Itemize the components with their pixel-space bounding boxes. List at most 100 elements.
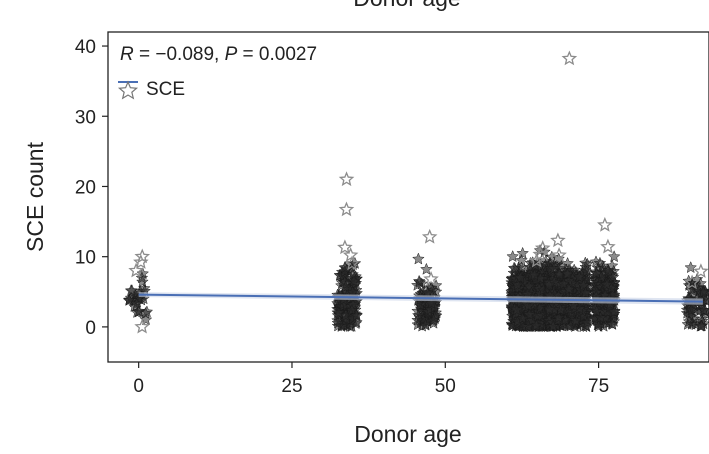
data-point	[345, 303, 359, 316]
data-point	[579, 286, 592, 299]
r-value: = −0.089,	[134, 44, 225, 65]
data-point	[542, 278, 556, 291]
data-point	[606, 317, 619, 330]
data-point	[339, 280, 352, 293]
outlier-point	[133, 254, 149, 269]
data-point	[411, 318, 425, 331]
data-point	[561, 256, 574, 269]
age-group-91	[680, 261, 709, 332]
data-point	[338, 264, 352, 277]
data-point	[412, 252, 425, 265]
data-point	[516, 246, 529, 259]
data-point	[511, 278, 524, 291]
data-point	[350, 309, 363, 322]
data-point	[528, 268, 541, 281]
x-tick-label: 75	[588, 376, 609, 397]
y-tick-label: 10	[75, 248, 96, 269]
data-point	[411, 313, 424, 326]
outlier-point	[550, 232, 566, 248]
data-point	[600, 278, 614, 291]
data-point	[545, 250, 559, 263]
outlier-point	[421, 228, 438, 244]
age-group-76	[588, 216, 621, 332]
data-point	[578, 256, 592, 269]
data-point	[412, 274, 426, 287]
x-tick-label: 25	[281, 376, 302, 397]
y-tick-label: 40	[75, 37, 96, 58]
points-layer	[122, 50, 709, 334]
data-point	[552, 311, 566, 324]
legend: SCE	[117, 79, 185, 100]
data-point	[420, 262, 433, 275]
data-point	[695, 319, 708, 332]
data-point	[697, 303, 709, 316]
data-point	[522, 299, 535, 312]
data-point	[546, 320, 560, 333]
data-point	[580, 316, 594, 329]
y-axis-title: SCE count	[22, 141, 48, 252]
outlier-point	[338, 201, 355, 217]
data-point	[557, 277, 570, 290]
data-point	[592, 319, 605, 332]
trend-line	[138, 293, 703, 303]
outlier-point	[561, 50, 578, 66]
age-group-0	[122, 248, 154, 334]
outlier-point	[344, 255, 360, 271]
data-point	[506, 250, 520, 263]
outlier-point	[423, 270, 439, 286]
data-point	[425, 296, 438, 309]
x-tick-label: 0	[133, 376, 144, 397]
y-axis: 0 10 20 30 40	[75, 37, 108, 339]
data-point	[589, 266, 603, 279]
outlier-point	[534, 240, 551, 255]
age-group-47	[411, 228, 443, 332]
x-axis: 0 25 50 75	[133, 362, 609, 397]
outlier-point	[342, 247, 359, 262]
data-point	[580, 265, 593, 278]
data-point	[331, 316, 345, 329]
y-tick-label: 0	[85, 318, 96, 339]
outlier-point	[134, 318, 150, 334]
data-point	[607, 250, 621, 263]
data-point	[684, 261, 698, 274]
data-point	[513, 271, 527, 284]
data-point	[332, 306, 346, 319]
data-point	[577, 279, 590, 292]
x-axis-title: Donor age	[354, 421, 461, 447]
outlier-point	[693, 263, 709, 279]
data-point	[347, 274, 361, 287]
data-point	[543, 302, 556, 315]
outlier-point	[597, 216, 613, 232]
outlier-point	[337, 239, 353, 255]
legend-star-icon	[117, 80, 139, 100]
top-title-fragment: Donor age	[353, 0, 460, 11]
data-point	[547, 262, 561, 275]
data-point	[572, 270, 586, 283]
data-point	[529, 319, 543, 332]
data-point	[608, 305, 621, 318]
trend-layer	[138, 292, 703, 305]
data-point	[427, 313, 440, 326]
data-point	[135, 271, 149, 284]
data-point	[606, 270, 620, 283]
data-point	[561, 267, 575, 280]
p-value: = 0.0027	[237, 44, 317, 65]
r-label: R	[120, 44, 134, 65]
outlier-point	[551, 247, 567, 262]
x-tick-label: 50	[435, 376, 456, 397]
data-point	[130, 297, 144, 310]
correlation-annotation: R = −0.089, P = 0.0027	[120, 44, 317, 65]
data-point	[569, 314, 583, 327]
outlier-point	[528, 252, 545, 268]
outlier-point	[532, 246, 549, 262]
data-point	[684, 303, 698, 316]
outlier-point	[600, 238, 616, 254]
data-point	[516, 311, 529, 324]
legend-entry-sce: SCE	[146, 79, 185, 100]
data-point	[562, 282, 576, 295]
data-point	[419, 318, 432, 331]
outlier-point	[128, 262, 144, 278]
data-point	[601, 264, 615, 277]
y-tick-label: 20	[75, 177, 96, 198]
